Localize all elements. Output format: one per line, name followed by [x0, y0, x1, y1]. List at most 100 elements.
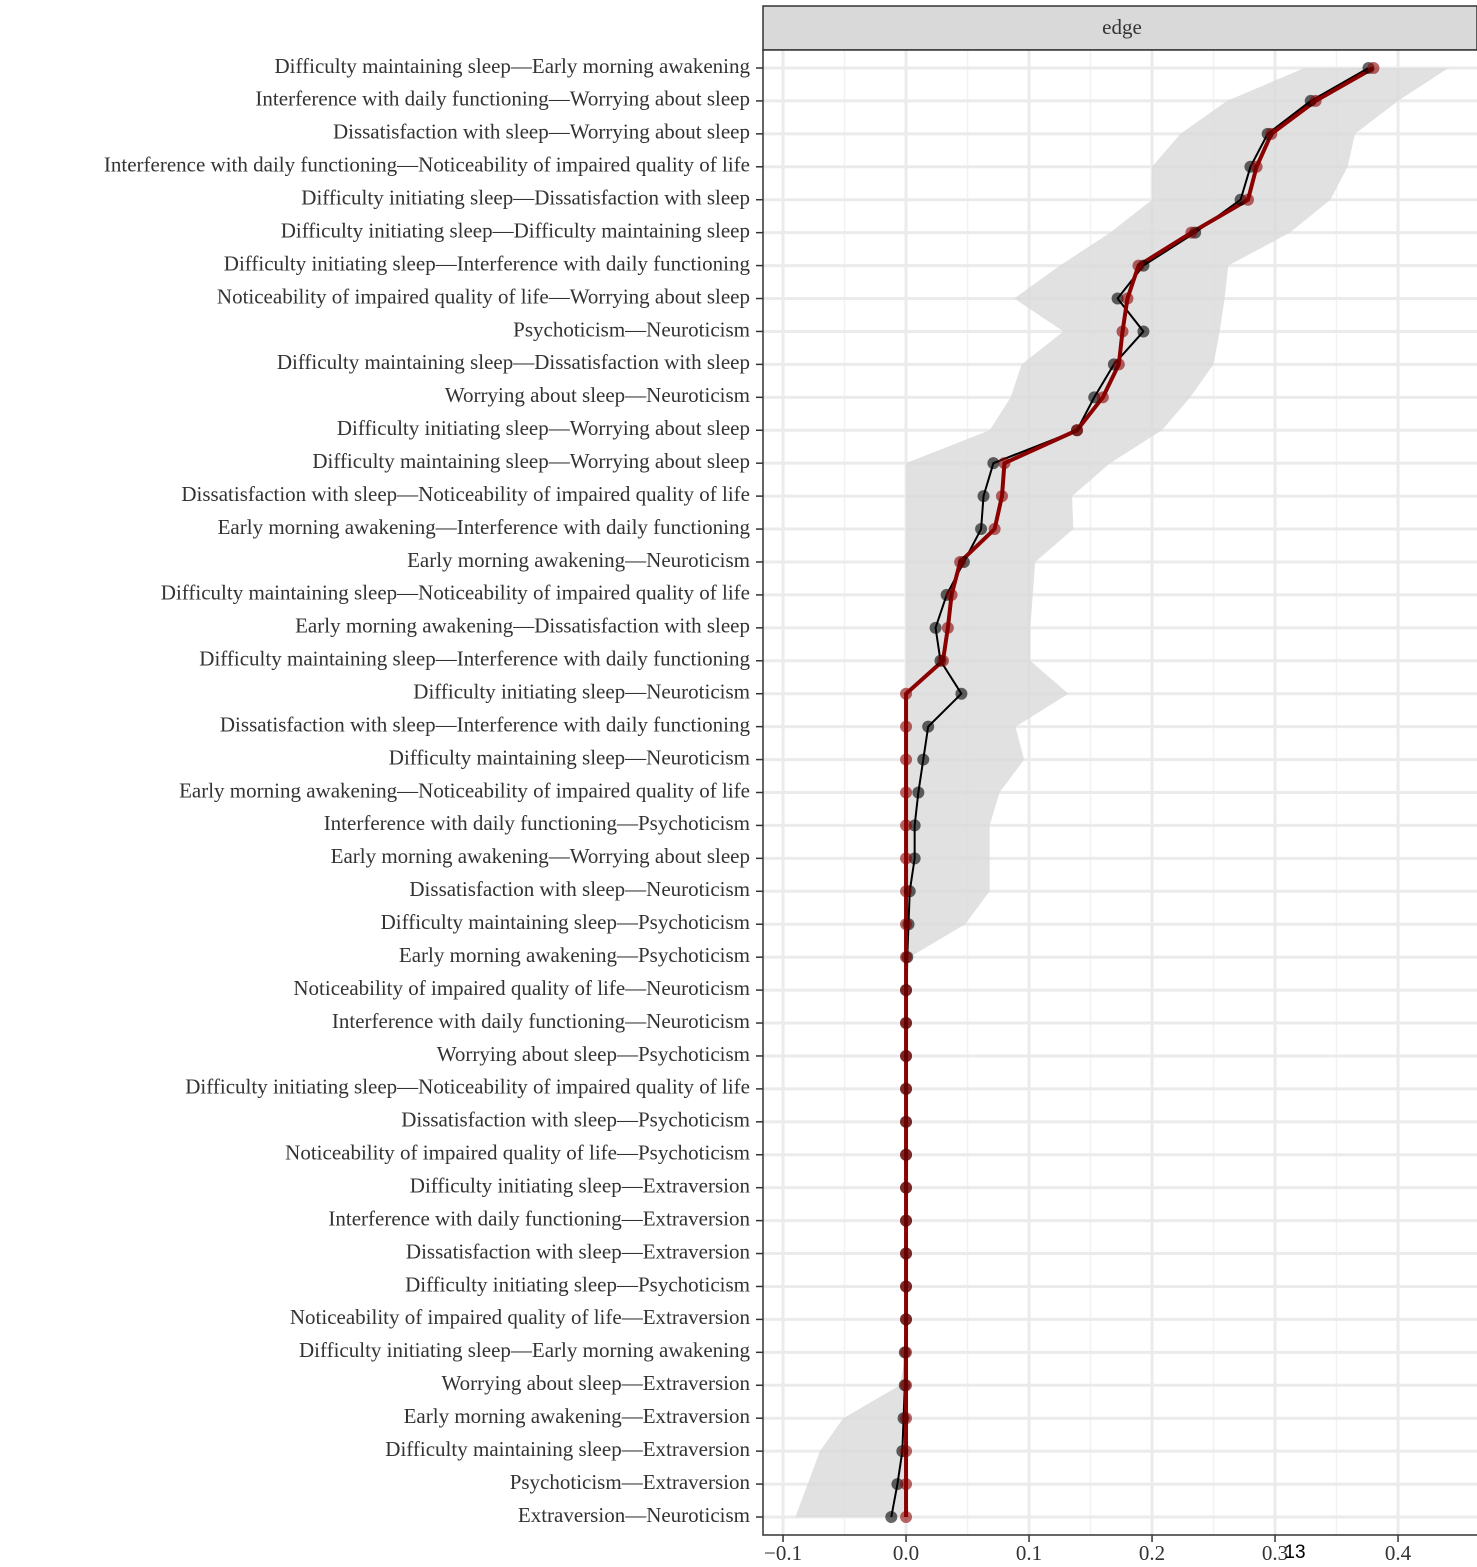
y-tick-label: Dissatisfaction with sleep––Extraversion [406, 1239, 751, 1263]
y-tick-label: Interference with daily functioning––Not… [104, 153, 750, 177]
point [900, 951, 913, 964]
point [1309, 94, 1322, 107]
y-tick-label: Early morning awakening––Neuroticism [407, 548, 750, 572]
point [900, 1313, 913, 1326]
x-tick-label: 0.1 [1016, 1541, 1042, 1565]
point [900, 918, 913, 931]
y-tick-label: Noticeability of impaired quality of lif… [293, 976, 750, 1000]
y-tick-label: Difficulty maintaining sleep––Early morn… [275, 54, 751, 78]
point [900, 1478, 913, 1491]
y-tick-label: Noticeability of impaired quality of lif… [290, 1305, 751, 1329]
y-tick-label: Dissatisfaction with sleep––Neuroticism [409, 877, 750, 901]
y-tick-label: Difficulty maintaining sleep––Dissatisfa… [277, 350, 750, 374]
y-tick-label: Dissatisfaction with sleep––Noticeabilit… [181, 482, 750, 506]
point [1088, 391, 1101, 404]
y-tick-label: Difficulty initiating sleep––Extraversio… [410, 1173, 751, 1197]
y-tick-label: Dissatisfaction with sleep––Worrying abo… [333, 120, 750, 144]
point [900, 1412, 913, 1425]
point [900, 1148, 913, 1161]
point [900, 1181, 913, 1194]
y-tick-label: Difficulty initiating sleep––Neuroticism [413, 680, 750, 704]
point [900, 1115, 913, 1128]
y-tick-label: Psychoticism––Neuroticism [513, 317, 750, 341]
point [977, 490, 990, 503]
y-tick-label: Extraversion––Neuroticism [518, 1503, 750, 1527]
point [922, 720, 935, 733]
point [1116, 325, 1129, 338]
y-tick-label: Interference with daily functioning––Psy… [324, 811, 750, 835]
y-tick-label: Difficulty initiating sleep––Dissatisfac… [301, 186, 750, 210]
y-tick-label: Worrying about sleep––Neuroticism [445, 383, 750, 407]
point [900, 852, 913, 865]
point [900, 1017, 913, 1030]
point [954, 555, 967, 568]
y-tick-label: Difficulty maintaining sleep––Noticeabil… [161, 581, 750, 605]
point [900, 1247, 913, 1260]
point [885, 1511, 898, 1523]
y-tick-label: Noticeability of impaired quality of lif… [285, 1141, 750, 1165]
point [1096, 391, 1109, 404]
point [945, 588, 958, 601]
point [1071, 424, 1084, 437]
y-tick-label: Early morning awakening––Psychoticism [399, 943, 750, 967]
y-tick-label: Difficulty initiating sleep––Worrying ab… [337, 416, 750, 440]
point [1112, 358, 1125, 371]
point [900, 1511, 913, 1523]
point [936, 654, 949, 667]
point [929, 621, 942, 634]
point [995, 490, 1008, 503]
point [900, 1280, 913, 1293]
y-tick-label: Difficulty initiating sleep––Difficulty … [281, 218, 750, 242]
point [900, 1445, 913, 1458]
point [900, 1214, 913, 1227]
y-tick-label: Difficulty maintaining sleep––Psychotici… [381, 910, 750, 934]
y-tick-label: Early morning awakening––Dissatisfaction… [295, 614, 750, 638]
point [988, 523, 1001, 536]
y-tick-label: Early morning awakening––Noticeability o… [179, 778, 750, 802]
y-tick-label: Difficulty initiating sleep––Noticeabili… [185, 1075, 750, 1099]
point [900, 819, 913, 832]
point [900, 753, 913, 766]
y-tick-label: Psychoticism––Extraversion [510, 1470, 751, 1494]
point [900, 1346, 913, 1359]
x-tick-label: 0.2 [1139, 1541, 1165, 1565]
y-tick-label: Noticeability of impaired quality of lif… [217, 284, 750, 308]
point [975, 523, 988, 536]
x-tick-label: 0.4 [1385, 1541, 1412, 1565]
point [1132, 259, 1145, 272]
page-number: 13 [1284, 1542, 1305, 1563]
point [891, 1478, 904, 1491]
point [1185, 226, 1198, 239]
point [900, 1049, 913, 1062]
point [1265, 127, 1278, 140]
y-tick-label: Early morning awakening––Extraversion [404, 1404, 751, 1428]
y-tick-label: Early morning awakening––Interference wi… [218, 515, 751, 539]
point [900, 885, 913, 898]
point [908, 852, 921, 865]
y-tick-label: Difficulty maintaining sleep––Neuroticis… [389, 745, 750, 769]
point [1121, 292, 1134, 305]
point [908, 819, 921, 832]
point [1250, 160, 1263, 173]
point [900, 720, 913, 733]
y-tick-label: Difficulty maintaining sleep––Extraversi… [385, 1437, 750, 1461]
point [998, 457, 1011, 470]
point [1137, 325, 1150, 338]
x-tick-label: 0.0 [893, 1541, 919, 1565]
point [900, 687, 913, 700]
point [1241, 193, 1254, 206]
x-tick-label: −0.1 [764, 1541, 802, 1565]
point [900, 984, 913, 997]
ci-band [795, 68, 1449, 1517]
point [912, 786, 925, 799]
point [900, 786, 913, 799]
point [900, 1379, 913, 1392]
y-tick-label: Difficulty initiating sleep––Psychoticis… [405, 1272, 750, 1296]
y-tick-label: Worrying about sleep––Extraversion [441, 1371, 750, 1395]
y-tick-label: Difficulty maintaining sleep––Worrying a… [312, 449, 750, 473]
y-tick-label: Difficulty initiating sleep––Interferenc… [224, 251, 751, 275]
point [955, 687, 968, 700]
y-tick-label: Worrying about sleep––Psychoticism [437, 1042, 750, 1066]
point [1111, 292, 1124, 305]
